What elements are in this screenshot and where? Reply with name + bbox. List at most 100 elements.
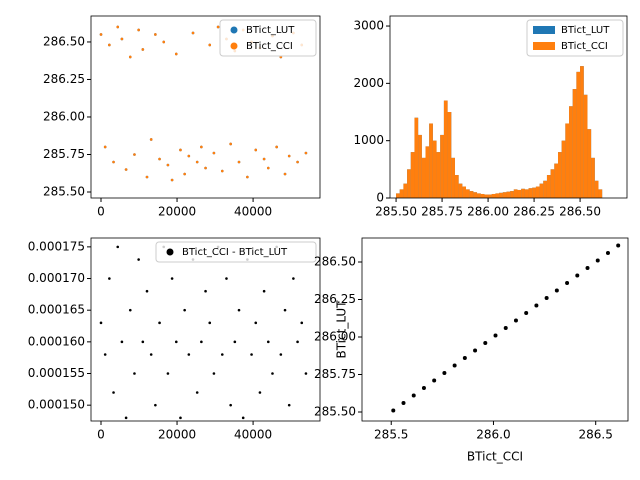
scatter-point xyxy=(287,154,291,158)
y-tick-label: 0.000165 xyxy=(28,303,85,317)
hist-bar xyxy=(429,123,433,198)
hist-bar xyxy=(591,157,595,198)
hist-bar xyxy=(399,189,404,198)
scatter-point xyxy=(237,308,241,312)
scatter-point xyxy=(141,48,145,51)
subplot: 0 20000 40000 0.000150 0.000155 0.000160 0.000… xyxy=(28,237,321,442)
hist-bar xyxy=(532,187,536,198)
scatter-point xyxy=(287,403,291,407)
scatter-point xyxy=(266,340,270,344)
subplot: 285.5 286.0 286.5 285.50 285.75 286.00 286.25 2… xyxy=(314,237,629,464)
hist-bar xyxy=(425,146,430,198)
hist-bar xyxy=(451,157,455,198)
scatter-point xyxy=(112,160,115,164)
scatter-point xyxy=(166,372,170,375)
hist-bar xyxy=(410,152,415,198)
y-tick-label: 286.50 xyxy=(43,34,85,48)
scatter-point xyxy=(300,321,304,325)
hist-bar xyxy=(565,123,570,198)
scatter-point xyxy=(432,378,437,383)
scatter-point xyxy=(246,175,249,179)
scatter-point xyxy=(616,243,621,248)
legend: BTict_LUT BTict_CCI xyxy=(219,19,317,57)
hist-bar xyxy=(528,188,533,198)
scatter-point xyxy=(216,25,220,29)
scatter-point xyxy=(166,163,170,167)
scatter-point xyxy=(149,353,153,356)
scatter-point xyxy=(204,289,207,293)
y-tick-label: 285.75 xyxy=(314,367,356,381)
hist-bar xyxy=(458,183,463,198)
hist-bar xyxy=(510,191,514,198)
scatter-point xyxy=(170,277,174,280)
y-axis-label: BTict_LUT xyxy=(335,300,349,359)
scatter-point xyxy=(103,145,107,149)
scatter-point xyxy=(401,401,406,405)
hist-bar xyxy=(576,71,581,198)
scatter-point xyxy=(108,277,111,280)
hist-bar xyxy=(454,175,459,198)
scatter-point xyxy=(120,37,124,41)
hist-bar xyxy=(557,152,562,198)
x-tick-label: 286.0 xyxy=(476,428,510,442)
y-tick-label: 285.75 xyxy=(43,147,85,161)
hist-bar xyxy=(488,194,492,198)
legend-marker xyxy=(230,42,238,50)
scatter-point xyxy=(149,138,153,141)
scatter-point xyxy=(158,157,161,161)
scatter-point xyxy=(183,172,186,176)
scatter-point xyxy=(411,393,416,398)
x-tick-label: 285.75 xyxy=(421,205,463,219)
scatter-point xyxy=(605,251,610,255)
scatter-point xyxy=(254,321,258,325)
hist-bar xyxy=(587,129,592,198)
x-tick-label: 286.50 xyxy=(559,205,601,219)
hist-bar xyxy=(432,140,437,198)
y-tick-label: 0.000160 xyxy=(28,334,85,348)
y-tick-label: 286.25 xyxy=(43,72,85,86)
hist-bar xyxy=(469,191,474,198)
hist-bar xyxy=(447,112,452,198)
hist-bar xyxy=(465,189,470,198)
hist-bar xyxy=(561,140,566,198)
hist-bar xyxy=(440,134,444,198)
hist-bar xyxy=(484,194,489,198)
scatter-point xyxy=(462,356,467,360)
x-tick-label: 40000 xyxy=(234,205,272,219)
scatter-point xyxy=(275,145,278,149)
scatter-point xyxy=(229,403,232,407)
scatter-point xyxy=(237,160,241,164)
hist-bar xyxy=(524,189,529,198)
scatter-point xyxy=(554,288,559,293)
hist-bar xyxy=(569,106,573,198)
scatter-point xyxy=(254,148,258,152)
x-tick-label: 286.00 xyxy=(467,205,509,219)
scatter-point xyxy=(493,333,498,338)
scatter-point xyxy=(124,416,128,420)
legend-label: BTict_LUT xyxy=(246,25,295,36)
hist-bar xyxy=(443,100,448,198)
y-tick-label: 285.50 xyxy=(314,405,356,419)
y-tick-label: 286.50 xyxy=(314,255,356,269)
scatter-point xyxy=(200,340,203,344)
scatter-point xyxy=(174,340,178,344)
scatter-point xyxy=(120,340,124,344)
scatter-point xyxy=(565,281,570,285)
hist-bar xyxy=(506,191,511,198)
scatter-point xyxy=(452,363,457,368)
scatter-point xyxy=(220,353,224,356)
scatter-point xyxy=(473,348,478,353)
scatter-point xyxy=(208,43,212,47)
scatter-point xyxy=(133,153,136,156)
hist-bar xyxy=(473,192,478,198)
x-tick-label: 285.50 xyxy=(375,205,417,219)
y-tick-label: 286.00 xyxy=(314,330,356,344)
axes-frame xyxy=(389,15,628,199)
hist-bar xyxy=(418,134,422,198)
legend: BTict_CCI - BTict_LUT xyxy=(155,241,317,263)
legend-label: BTict_CCI xyxy=(246,41,293,52)
hist-bar xyxy=(572,89,577,198)
x-tick-label: 20000 xyxy=(158,205,196,219)
scatter-point xyxy=(513,318,518,323)
scatter-point xyxy=(220,169,224,173)
